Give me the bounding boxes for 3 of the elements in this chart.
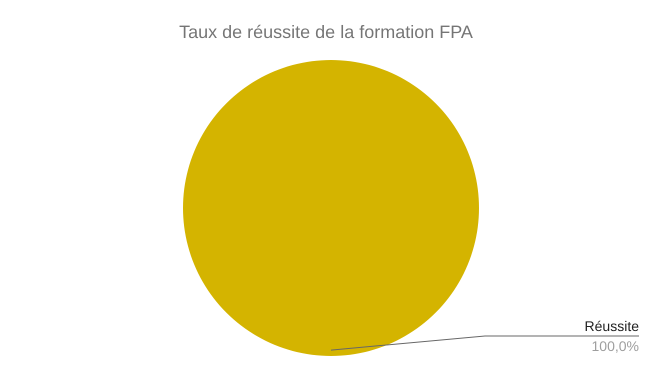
data-label: 100,0%	[592, 338, 639, 354]
slice-label: Réussite	[584, 318, 640, 334]
chart-title: Taux de réussite de la formation FPA	[179, 22, 473, 42]
